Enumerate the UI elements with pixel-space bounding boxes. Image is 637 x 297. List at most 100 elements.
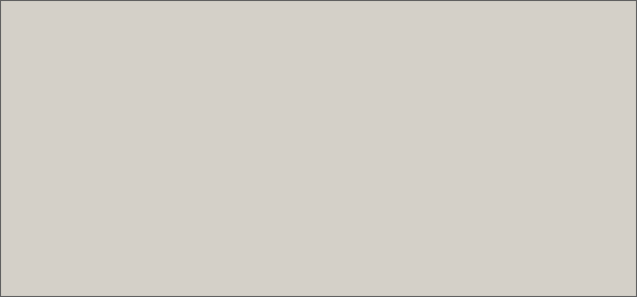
Text: Company: Company (334, 141, 387, 151)
Text: 11: 11 (4, 244, 18, 254)
Text: D: D (401, 56, 409, 66)
Bar (350, 223, 460, 240)
Text: B: B (214, 56, 222, 66)
Bar (0, 223, 22, 240)
Text: 2: 2 (8, 91, 14, 100)
Bar (350, 240, 460, 257)
Bar (0, 257, 22, 274)
Bar (548, 52, 564, 68)
Bar (22, 206, 548, 223)
Bar (174, 87, 548, 104)
Bar (174, 223, 262, 240)
Bar (0, 52, 22, 70)
Bar (22, 138, 174, 155)
Bar (0, 0, 637, 22)
Text: E: E (501, 56, 508, 66)
Text: User Name: User Name (330, 124, 392, 135)
Text: ✕: ✕ (623, 6, 631, 16)
Bar (0, 206, 22, 223)
Text: 10: 10 (4, 227, 18, 236)
Text: Passed: Passed (199, 244, 238, 254)
Text: 12: 12 (4, 260, 18, 271)
Text: Company: Company (118, 141, 171, 151)
Bar (0, 0, 637, 4)
Bar (0, 189, 22, 206)
Bar (22, 189, 174, 206)
Text: ◄: ◄ (4, 285, 11, 293)
Bar (22, 121, 174, 138)
Text: Upper: Upper (485, 227, 523, 236)
Bar (0, 155, 22, 172)
Text: User: User (146, 124, 171, 135)
Bar (460, 223, 548, 240)
Bar (22, 27, 34, 47)
Text: ►: ► (537, 285, 543, 293)
Text: IEC 61164 Example 1 - Case 2\Data 1: IEC 61164 Example 1 - Case 2\Data 1 (181, 209, 389, 219)
Text: Date: Date (145, 159, 171, 168)
Bar (52, 27, 64, 47)
Bar (36, 27, 48, 47)
Bar (460, 52, 548, 70)
Text: ▲: ▲ (553, 56, 559, 64)
Text: A: A (94, 56, 102, 66)
Bar (22, 155, 174, 172)
Text: 8: 8 (8, 192, 14, 203)
Text: 0.1727: 0.1727 (485, 244, 524, 254)
Bar (460, 240, 548, 257)
Text: 6: 6 (8, 159, 14, 168)
Text: □: □ (605, 6, 613, 16)
Bar (174, 189, 548, 206)
Text: 3: 3 (8, 108, 14, 118)
Text: 1: 1 (8, 73, 14, 83)
Bar (0, 70, 22, 87)
Bar (64, 27, 76, 47)
Text: Significance Level: Significance Level (70, 192, 171, 203)
Bar (174, 52, 262, 70)
Bar (116, 26, 158, 48)
Bar (22, 104, 548, 121)
Bar (80, 27, 92, 47)
Text: Statistical Tests: Statistical Tests (318, 91, 404, 100)
Bar (22, 87, 174, 104)
Bar (22, 240, 174, 257)
Bar (350, 52, 460, 70)
Text: Report Type: Report Type (105, 91, 171, 100)
Bar (22, 223, 174, 240)
Bar (0, 281, 637, 297)
Text: Test Value: Test Value (373, 227, 437, 236)
Text: User Info: User Info (257, 108, 313, 118)
Text: 5: 5 (8, 141, 14, 151)
Bar (0, 22, 637, 52)
Bar (0, 104, 22, 121)
Text: C: C (302, 56, 310, 66)
Text: 9: 9 (8, 209, 14, 219)
Bar (174, 138, 548, 155)
Text: Quick Results Report: Quick Results Report (215, 72, 355, 85)
Bar (0, 87, 22, 104)
Text: 7: 7 (8, 176, 14, 186)
Bar (0, 172, 22, 189)
Text: Cramér-von Mises: Cramér-von Mises (71, 244, 171, 254)
Text: Results: Results (28, 4, 80, 18)
Text: 0.1: 0.1 (352, 192, 370, 203)
Bar (262, 52, 350, 70)
Bar (0, 240, 22, 257)
Text: ◆: ◆ (7, 4, 17, 18)
Text: -: - (304, 244, 308, 254)
Bar (619, 3, 635, 19)
Bar (174, 121, 548, 138)
Bar (174, 155, 548, 172)
Text: Close: Close (122, 32, 152, 42)
Text: 6/5/2014: 6/5/2014 (336, 159, 386, 168)
Bar (262, 223, 350, 240)
Text: 4: 4 (8, 124, 14, 135)
Bar (96, 27, 110, 47)
Bar (22, 257, 548, 274)
Bar (548, 52, 564, 281)
Bar (0, 121, 22, 138)
Bar (262, 240, 350, 257)
Text: End of Quick Results Report: End of Quick Results Report (192, 259, 378, 272)
Text: Parameter: Parameter (252, 176, 318, 186)
Bar (22, 52, 174, 70)
Text: Result: Result (198, 227, 238, 236)
